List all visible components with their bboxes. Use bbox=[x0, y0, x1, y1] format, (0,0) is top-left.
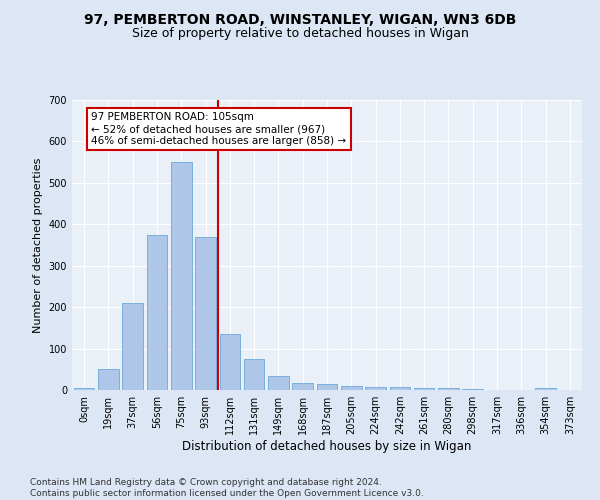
Bar bbox=[98, 370, 119, 390]
X-axis label: Distribution of detached houses by size in Wigan: Distribution of detached houses by size … bbox=[182, 440, 472, 453]
Text: 97, PEMBERTON ROAD, WINSTANLEY, WIGAN, WN3 6DB: 97, PEMBERTON ROAD, WINSTANLEY, WIGAN, W… bbox=[84, 12, 516, 26]
Bar bbox=[74, 388, 94, 390]
Bar bbox=[414, 388, 434, 390]
Y-axis label: Number of detached properties: Number of detached properties bbox=[33, 158, 43, 332]
Bar bbox=[220, 334, 240, 390]
Bar bbox=[463, 389, 483, 390]
Bar bbox=[438, 388, 459, 390]
Bar bbox=[292, 382, 313, 390]
Bar bbox=[535, 388, 556, 390]
Bar bbox=[317, 384, 337, 390]
Text: 97 PEMBERTON ROAD: 105sqm
← 52% of detached houses are smaller (967)
46% of semi: 97 PEMBERTON ROAD: 105sqm ← 52% of detac… bbox=[91, 112, 347, 146]
Bar bbox=[171, 162, 191, 390]
Bar bbox=[244, 359, 265, 390]
Bar bbox=[195, 236, 216, 390]
Bar bbox=[146, 234, 167, 390]
Text: Size of property relative to detached houses in Wigan: Size of property relative to detached ho… bbox=[131, 28, 469, 40]
Bar bbox=[268, 376, 289, 390]
Bar bbox=[122, 303, 143, 390]
Bar bbox=[365, 386, 386, 390]
Bar bbox=[389, 387, 410, 390]
Bar bbox=[341, 386, 362, 390]
Text: Contains HM Land Registry data © Crown copyright and database right 2024.
Contai: Contains HM Land Registry data © Crown c… bbox=[30, 478, 424, 498]
